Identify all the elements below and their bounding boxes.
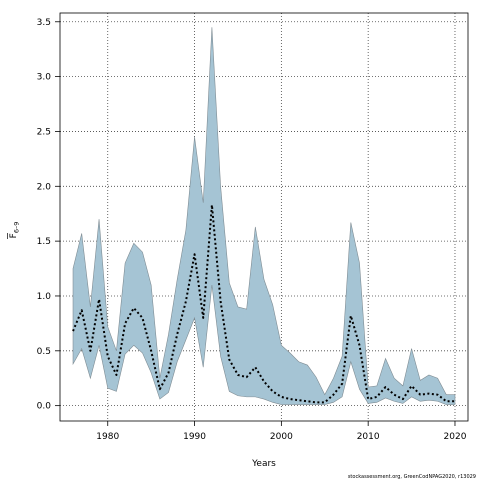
y-tick-label: 3.0 [37,73,52,83]
x-axis-label: Years [251,459,276,469]
median-line-layer [72,203,455,404]
y-tick-label: 0.0 [37,402,52,412]
plot-frame [59,12,469,422]
y-tick-label: 1.5 [37,237,51,247]
y-axis-label: F6–9 [7,222,21,239]
x-tick-label: 2010 [357,432,380,442]
x-tick-label: 2020 [444,432,467,442]
y-axis-label-sub: 6–9 [13,222,21,234]
y-tick-label: 2.5 [37,127,51,137]
y-tick-label: 2.0 [37,182,52,192]
footer-note: stockassessment.org, GreenCodNPAG2020, r… [348,474,476,480]
confidence-band [72,27,456,405]
x-tick-label: 1980 [96,432,119,442]
x-tick-label: 2000 [270,432,293,442]
confidence-band-layer [72,27,456,405]
ticks-layer: 1980 1990 2000 2010 2020 0.0 0.5 1.0 1.5 2.0 2.5 3.… [37,18,467,442]
y-tick-label: 3.5 [37,18,51,28]
svg-text:F6–9: F6–9 [9,222,21,239]
x-tick-label: 1990 [183,432,206,442]
y-axis-label-main: F [9,233,19,238]
y-tick-label: 1.0 [37,292,52,302]
y-tick-label: 0.5 [37,347,51,357]
median-line [72,203,455,404]
